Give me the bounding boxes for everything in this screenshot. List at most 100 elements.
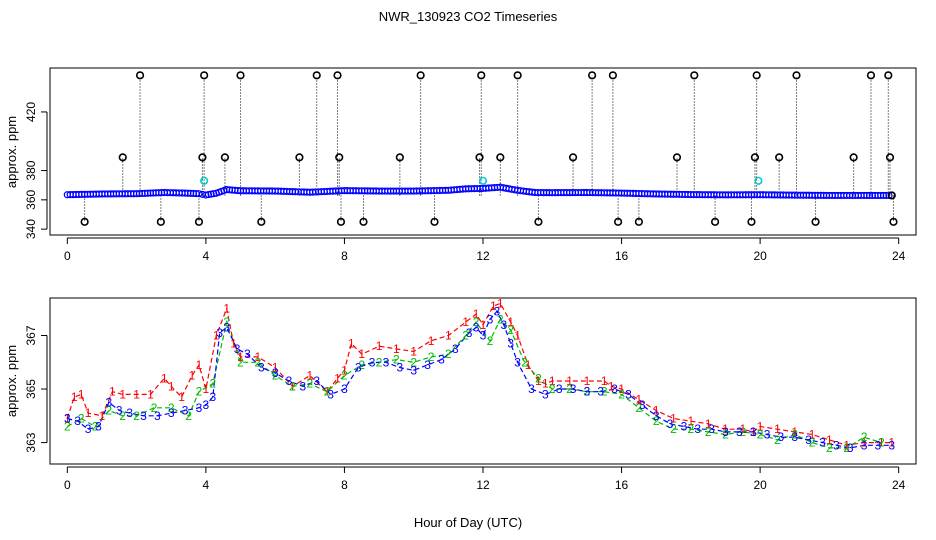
series-2-marker: 2 [566, 382, 573, 396]
x-axis-title: Hour of Day (UTC) [414, 515, 522, 530]
bottom-x-tick-label: 8 [341, 478, 348, 492]
outlier-point [430, 217, 439, 226]
outlier-point [811, 217, 820, 226]
series-1-marker: 1 [687, 414, 694, 428]
series-3-marker: 3 [74, 414, 81, 428]
top-x-tick-label: 8 [341, 249, 348, 263]
series-3-marker: 3 [791, 430, 798, 444]
series-3-marker: 3 [300, 379, 307, 393]
series-2-marker: 2 [791, 428, 798, 442]
series-1-marker: 1 [341, 363, 348, 377]
series-1-marker: 1 [85, 406, 92, 420]
series-2-marker: 2 [739, 425, 746, 439]
series-3-marker: 3 [833, 438, 840, 452]
series-1-marker: 1 [230, 337, 237, 351]
series-3-marker: 3 [681, 420, 688, 434]
series-3-marker: 3 [327, 387, 334, 401]
chart-title: NWR_130923 CO2 Timeseries [379, 9, 558, 24]
co2-point [204, 190, 213, 199]
series-3-marker: 3 [410, 363, 417, 377]
series-1-marker: 1 [445, 328, 452, 342]
series-3-marker: 3 [397, 361, 404, 375]
outlier-point [200, 71, 209, 80]
series-1-marker: 1 [289, 379, 296, 393]
series-1-marker: 1 [272, 361, 279, 375]
outlier-point [118, 153, 127, 162]
outlier-point [395, 153, 404, 162]
series-1-marker: 1 [393, 342, 400, 356]
series-1-marker: 1 [861, 436, 868, 450]
series-1-marker: 1 [223, 302, 230, 316]
series-1-marker: 1 [535, 374, 542, 388]
series-3-marker: 3 [64, 411, 71, 425]
series-2-marker: 2 [223, 315, 230, 329]
series-3-marker: 3 [653, 409, 660, 423]
outlier-point [416, 71, 425, 80]
series-2-marker: 2 [687, 422, 694, 436]
series-1-marker: 1 [739, 422, 746, 436]
series-2-marker: 2 [705, 425, 712, 439]
bottom-y-tick-label: 363 [24, 432, 38, 452]
series-1-marker: 1 [119, 387, 126, 401]
series-2-marker: 2 [168, 401, 175, 415]
series-3-marker: 3 [528, 382, 535, 396]
series-1-marker: 1 [147, 387, 154, 401]
series-1-marker: 1 [608, 379, 615, 393]
series-2-marker: 2 [92, 420, 99, 434]
outlier-point [885, 153, 895, 162]
bottom-plot-frame [49, 297, 917, 465]
series-3-marker: 3 [196, 401, 203, 415]
cyan-flag-point [478, 176, 488, 185]
top-y-tick-label: 340 [24, 219, 38, 239]
top-x-tick-label: 0 [64, 249, 71, 263]
outlier-point [866, 71, 876, 80]
bottom-x-tick-label: 20 [753, 478, 767, 492]
series-3-marker: 3 [875, 438, 882, 452]
outlier-point [613, 217, 623, 226]
series-3-marker: 3 [95, 420, 102, 434]
bottom-x-tick-label: 0 [64, 478, 71, 492]
series-2-marker: 2 [535, 371, 542, 385]
series-1-marker: 1 [542, 377, 549, 391]
series-3-marker: 3 [126, 406, 133, 420]
series-3-marker: 3 [819, 436, 826, 450]
outlier-point [750, 153, 760, 162]
cyan-flag-point [200, 176, 209, 185]
top-axes: 0 4 8 12 16 20 24 340 360 380 420 [24, 102, 906, 263]
series-2-marker: 2 [670, 422, 677, 436]
series-1-marker: 1 [196, 358, 203, 372]
series-2-marker: 2 [341, 369, 348, 383]
co2-point [195, 190, 203, 198]
series-1-marker: 1 [473, 307, 480, 321]
series-3-marker: 3 [466, 326, 473, 340]
outlier-point [194, 217, 204, 226]
series-1-marker: 1 [161, 371, 168, 385]
series-1-marker: 1 [203, 382, 210, 396]
series-1-marker: 1 [705, 417, 712, 431]
top-y-axis-title: approx. ppm [4, 116, 19, 188]
series-1-marker: 1 [584, 374, 591, 388]
outlier-point [889, 217, 898, 226]
series-1-marker: 1 [826, 433, 833, 447]
series-3-marker: 3 [116, 403, 123, 417]
series-1-marker: 1 [254, 350, 261, 364]
outlier-point [775, 153, 784, 162]
outlier-point [513, 71, 522, 80]
series-2-marker: 2 [636, 401, 643, 415]
outlier-point [477, 71, 486, 80]
series-3-marker: 3 [154, 409, 161, 423]
series-1-marker: 1 [549, 374, 556, 388]
series-1-marker: 1 [566, 374, 573, 388]
series-3-marker: 3 [847, 441, 854, 455]
series-1-marker: 1 [878, 436, 885, 450]
series-2-marker: 2 [861, 430, 868, 444]
series-3-marker: 3 [639, 398, 646, 412]
series-2-marker: 2 [185, 409, 192, 423]
series-1-marker: 1 [324, 385, 331, 399]
bottom-x-tick-label: 12 [476, 478, 490, 492]
series-3-marker: 3 [736, 425, 743, 439]
series-3-marker: 3 [597, 385, 604, 399]
